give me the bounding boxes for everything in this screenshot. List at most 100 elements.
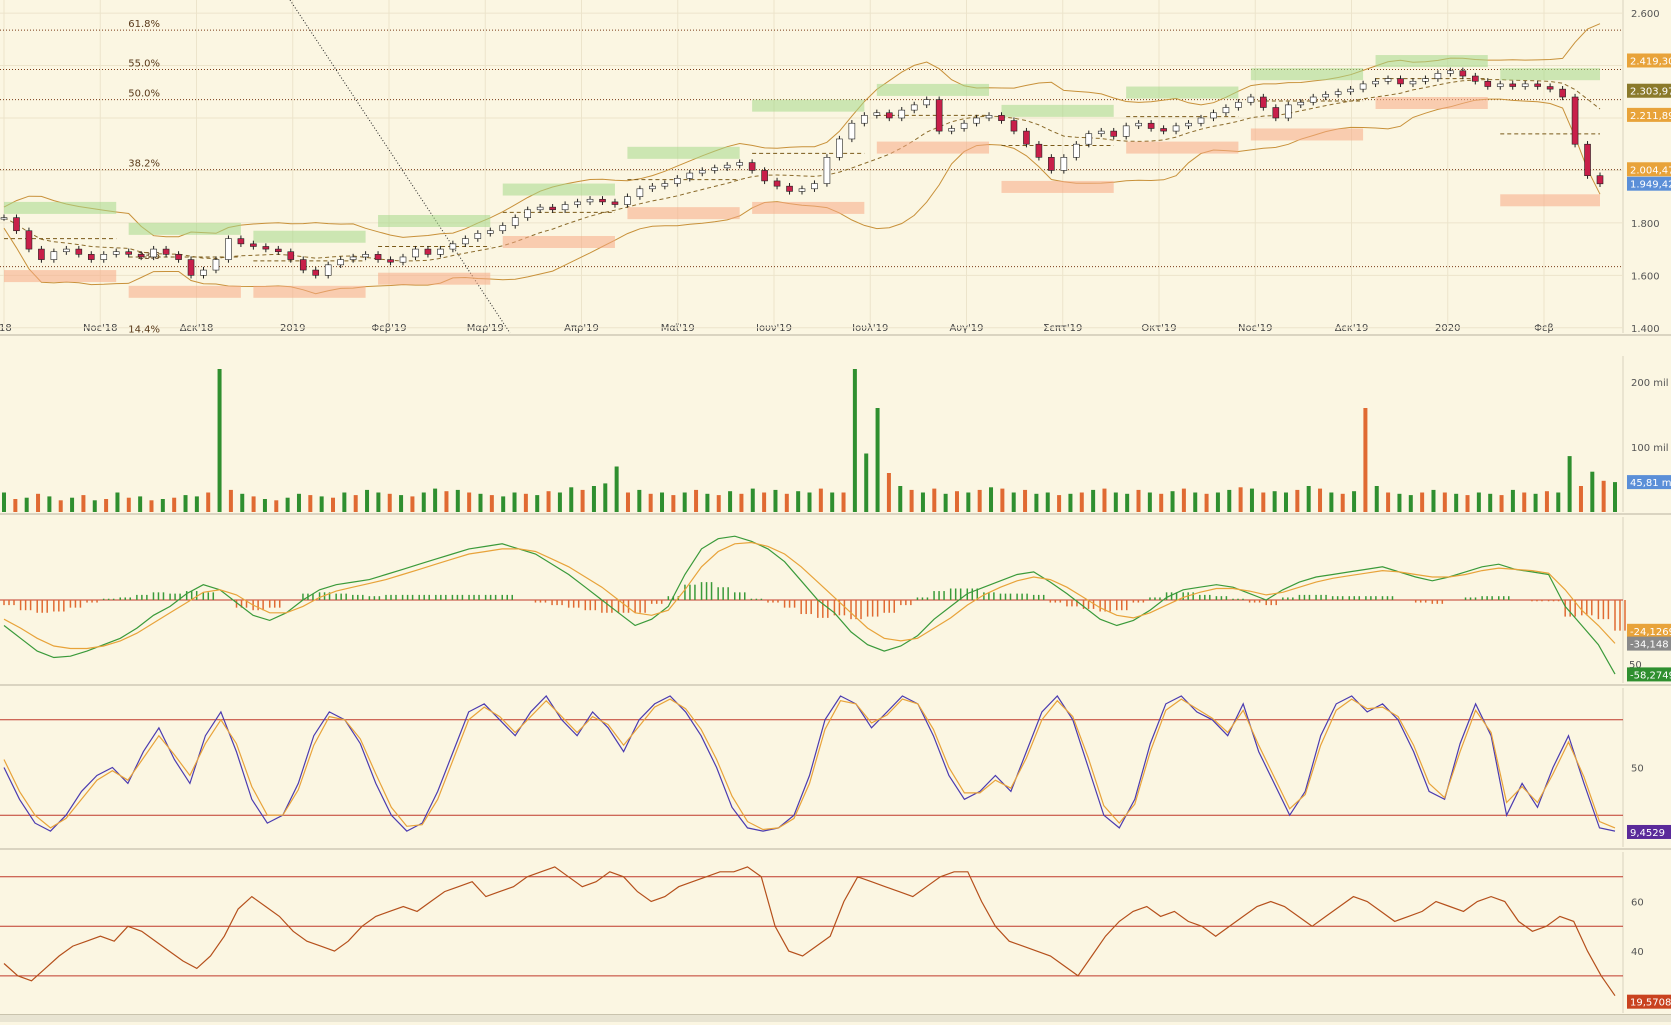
support-zone bbox=[253, 285, 366, 298]
volume-bar-down bbox=[353, 495, 358, 512]
volume-bar-down bbox=[444, 491, 449, 512]
volume-bar-up bbox=[1045, 492, 1050, 512]
volume-bar-down bbox=[546, 491, 551, 512]
candle-up bbox=[0, 217, 8, 220]
volume-bar-down bbox=[228, 489, 233, 512]
candle-down bbox=[1035, 143, 1043, 158]
stochastic-k-line bbox=[3, 695, 1616, 832]
x-tick-label: 2020 bbox=[1435, 323, 1460, 334]
volume-bar-down bbox=[149, 500, 154, 512]
volume-bar-up bbox=[1454, 493, 1459, 512]
resistance-zone bbox=[378, 215, 491, 228]
candle-down bbox=[1010, 120, 1018, 132]
price-badge-label: 2.419,30 bbox=[1630, 56, 1671, 67]
volume-bar-up bbox=[421, 492, 426, 512]
support-zone bbox=[378, 272, 491, 285]
volume-bar-up bbox=[1397, 493, 1402, 512]
candle-down bbox=[998, 115, 1005, 121]
candle-up bbox=[100, 254, 108, 260]
candle-down bbox=[75, 248, 83, 255]
price-badge bbox=[1627, 83, 1671, 98]
resistance-zone bbox=[1500, 68, 1600, 81]
candle-up bbox=[923, 99, 930, 106]
volume-bar-down bbox=[716, 495, 721, 512]
x-tick-label: Ιουλ'19 bbox=[852, 323, 888, 334]
volume-bar-up bbox=[1374, 486, 1379, 512]
candle-down bbox=[1509, 83, 1517, 87]
candle-up bbox=[1521, 83, 1529, 87]
volume-bar-down bbox=[13, 499, 18, 512]
candle-up bbox=[337, 259, 344, 266]
candle-up bbox=[649, 185, 656, 190]
candle-down bbox=[1584, 143, 1591, 176]
x-tick-label: Μαρ'19 bbox=[467, 323, 504, 334]
stochastic-y-tick-label: 50 bbox=[1631, 764, 1644, 775]
candle-down bbox=[1484, 80, 1492, 87]
x-tick-label: Μαϊ'19 bbox=[661, 323, 695, 334]
candle-up bbox=[1135, 122, 1142, 127]
volume-bar-down bbox=[489, 495, 494, 512]
candle-up bbox=[449, 243, 457, 250]
volume-bar-up bbox=[1533, 493, 1538, 512]
candle-up bbox=[985, 115, 993, 119]
candle-down bbox=[13, 217, 20, 232]
volume-bar-up bbox=[1590, 471, 1595, 512]
candle-down bbox=[1472, 75, 1479, 82]
candle-up bbox=[150, 248, 157, 258]
resistance-zone bbox=[752, 99, 865, 112]
resistance-zone bbox=[1250, 68, 1364, 81]
fibonacci-level-label: 23.6 bbox=[138, 251, 160, 262]
volume-bar-up bbox=[1113, 492, 1118, 512]
candle-down bbox=[1272, 107, 1280, 119]
candle-up bbox=[399, 256, 407, 263]
fibonacci-level-label: 55.0% bbox=[128, 58, 160, 69]
volume-bar-down bbox=[1204, 493, 1209, 512]
candle-up bbox=[225, 238, 232, 260]
resistance-zone bbox=[128, 222, 241, 235]
candle-down bbox=[1048, 157, 1055, 171]
volume-bar-up bbox=[376, 492, 381, 512]
resistance-zone bbox=[502, 183, 615, 196]
volume-bar-down bbox=[308, 495, 313, 512]
candle-up bbox=[1447, 70, 1454, 74]
volume-bar-up bbox=[807, 492, 812, 512]
volume-bar-down bbox=[1544, 491, 1549, 512]
candle-up bbox=[1384, 78, 1392, 82]
candle-down bbox=[262, 246, 270, 250]
price-y-tick-label: 1.600 bbox=[1631, 271, 1660, 282]
volume-bar-up bbox=[852, 369, 857, 512]
candle-down bbox=[885, 112, 893, 119]
volume-bar-up bbox=[660, 492, 665, 512]
candle-up bbox=[1060, 157, 1068, 171]
candle-down bbox=[786, 185, 793, 192]
volume-bar-up bbox=[1329, 492, 1334, 512]
candle-down bbox=[125, 251, 132, 255]
volume-bar-up bbox=[365, 489, 370, 512]
volume-bar-up bbox=[1556, 492, 1561, 512]
price-badge bbox=[1627, 107, 1671, 122]
horizontal-scrollbar[interactable] bbox=[0, 1014, 1671, 1022]
candle-up bbox=[574, 201, 581, 205]
volume-bar-up bbox=[1068, 493, 1073, 512]
volume-bar-down bbox=[977, 489, 982, 512]
volume-bar-up bbox=[319, 496, 324, 512]
candle-up bbox=[661, 183, 669, 187]
volume-bar-down bbox=[1601, 480, 1606, 512]
candle-up bbox=[1322, 94, 1329, 98]
x-tick-label: Σεπτ'19 bbox=[1043, 323, 1082, 334]
support-zone bbox=[752, 201, 865, 214]
volume-bar-up bbox=[1272, 491, 1277, 512]
candle-up bbox=[1222, 107, 1230, 114]
volume-bar-up bbox=[92, 500, 97, 512]
candle-up bbox=[511, 217, 519, 226]
candle-down bbox=[1110, 130, 1118, 137]
resistance-zone bbox=[253, 230, 366, 243]
macd-y-tick-label: 50 bbox=[1629, 660, 1642, 671]
candle-down bbox=[137, 254, 145, 258]
volume-bar-up bbox=[773, 489, 778, 512]
volume-bar-down bbox=[1340, 493, 1345, 512]
rsi-y-tick-label: 60 bbox=[1631, 898, 1644, 909]
candle-up bbox=[674, 177, 681, 184]
candle-down bbox=[1459, 70, 1467, 77]
volume-bar-up bbox=[1034, 493, 1039, 512]
